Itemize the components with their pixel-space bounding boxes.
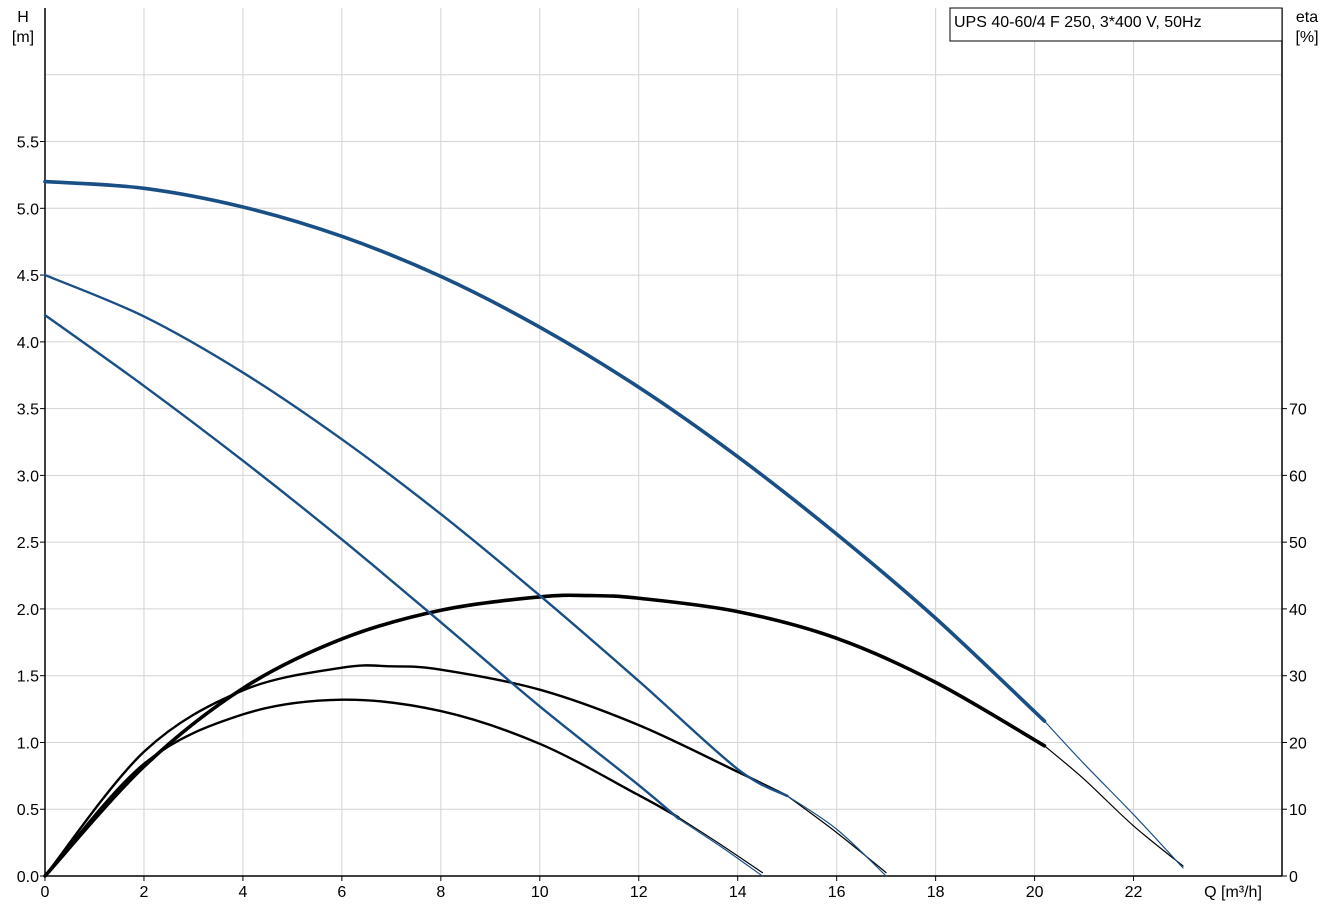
x-tick-label: 16 — [828, 884, 846, 901]
head-curve-1-extension — [1043, 720, 1184, 869]
chart-title-box: UPS 40-60/4 F 250, 3*400 V, 50Hz — [949, 7, 1283, 42]
efficiency-curve-3-extension — [677, 816, 764, 874]
x-tick-label: 0 — [41, 884, 50, 901]
left-axis-label: H [m] — [12, 9, 34, 46]
right-tick-label: 70 — [1289, 402, 1307, 419]
right-tick-label: 20 — [1289, 735, 1307, 752]
left-tick-label: 3.5 — [17, 402, 39, 419]
x-tick-label: 10 — [531, 884, 549, 901]
left-tick-label: 2.0 — [17, 602, 39, 619]
efficiency-curve-1-extension — [1043, 745, 1184, 867]
x-tick-label: 8 — [436, 884, 445, 901]
head-curve-2-extension — [786, 795, 887, 877]
right-axis-label-line1: eta — [1296, 9, 1318, 26]
axes — [44, 8, 1283, 877]
right-axis-label-line2: [%] — [1295, 29, 1318, 46]
grid — [45, 8, 1282, 876]
tick-marks-and-labels: 0 2 4 6 8 10 12 14 16 18 20 22 0.0 0.5 1.0 1.5 2.0 2.5 3.0… — [17, 135, 1307, 901]
left-tick-label: 5.0 — [17, 201, 39, 218]
x-tick-label: 14 — [729, 884, 747, 901]
efficiency-curve-3 — [43, 698, 680, 878]
left-tick-label: 4.5 — [17, 268, 39, 285]
head-curve-3-extension — [677, 817, 764, 877]
efficiency-curve-2 — [43, 664, 789, 878]
head-curve-2 — [43, 273, 789, 798]
left-axis-label-line1: H — [17, 9, 29, 26]
left-tick-label: 2.5 — [17, 535, 39, 552]
left-tick-label: 0.5 — [17, 802, 39, 819]
series — [43, 179, 1184, 878]
efficiency-curve-1 — [43, 593, 1047, 878]
left-tick-label: 3.0 — [17, 468, 39, 485]
x-tick-label: 12 — [630, 884, 648, 901]
right-tick-label: 50 — [1289, 535, 1307, 552]
right-tick-label: 60 — [1289, 468, 1307, 485]
left-tick-label: 4.0 — [17, 335, 39, 352]
x-tick-label: 20 — [1026, 884, 1044, 901]
left-tick-label: 0.0 — [17, 869, 39, 886]
efficiency-curve-2-extension — [786, 795, 887, 874]
left-tick-label: 1.5 — [17, 669, 39, 686]
right-tick-label: 30 — [1289, 669, 1307, 686]
left-tick-label: 5.5 — [17, 135, 39, 152]
head-curve-3 — [43, 313, 680, 820]
title-box-border — [949, 7, 1283, 42]
left-tick-label: 1.0 — [17, 735, 39, 752]
x-tick-label: 4 — [238, 884, 247, 901]
head-curve-1 — [43, 179, 1047, 723]
x-tick-label: 22 — [1125, 884, 1143, 901]
right-tick-label: 0 — [1289, 869, 1298, 886]
x-tick-label: 18 — [927, 884, 945, 901]
x-axis-label: Q [m³/h] — [1204, 884, 1262, 901]
left-axis-label-line2: [m] — [12, 29, 34, 46]
x-tick-label: 2 — [140, 884, 149, 901]
x-tick-label: 6 — [337, 884, 346, 901]
right-tick-label: 10 — [1289, 802, 1307, 819]
right-axis-label: eta [%] — [1295, 9, 1318, 46]
chart-title: UPS 40-60/4 F 250, 3*400 V, 50Hz — [954, 14, 1202, 31]
right-tick-label: 40 — [1289, 602, 1307, 619]
